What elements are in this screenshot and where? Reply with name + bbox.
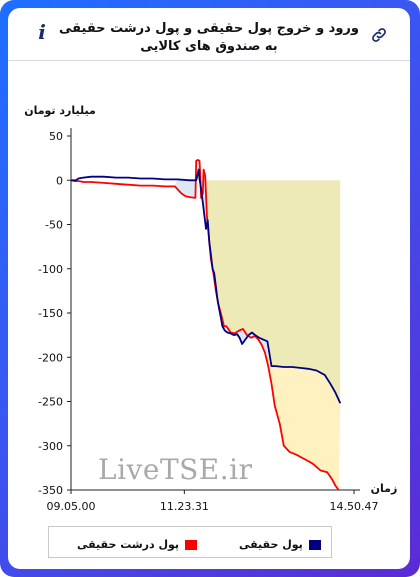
y-tick-label: 50 [49,130,63,143]
y-tick-label: -100 [38,263,63,276]
chart-area: 50 0 -50 -100 -150 -200 -250 -300 -350 09.05.00 11… [24,104,398,513]
chart-legend: پول درشت حقیقی پول حقیقی [48,526,332,558]
legend-swatch-navy [308,539,321,550]
legend-label-real: پول حقیقی [239,538,303,551]
legend-swatch-red [185,539,198,550]
x-tick-label: 11.23.31 [160,500,209,513]
legend-item-real[interactable]: پول حقیقی [239,534,321,551]
x-tick-label: 14.50.47 [330,500,379,513]
x-tick-label: 09.05.00 [47,500,96,513]
y-axis-label: میلیارد تومان [24,104,96,117]
y-tick-label: 0 [56,174,63,187]
y-tick-label: -300 [38,440,63,453]
series-line-real-money [71,168,342,404]
link-icon[interactable] [370,26,388,44]
legend-item-big-real[interactable]: پول درشت حقیقی [77,534,198,551]
chart-title: ورود و خروج پول حقیقی و پول درشت حقیقی ب… [59,21,359,54]
y-tick-label: -200 [38,351,63,364]
y-tick-label: -150 [38,307,63,320]
watermark: LiveTSE.ir [98,453,253,486]
area-fill-above [197,169,341,404]
y-tick-label: -250 [38,396,63,409]
chart-card: i ورود و خروج پول حقیقی و پول درشت حقیقی… [8,8,410,569]
area-fill-lower [267,341,341,490]
x-axis-label: زمان [371,482,398,495]
legend-label-big-real: پول درشت حقیقی [77,538,180,551]
card-header: i ورود و خروج پول حقیقی و پول درشت حقیقی… [8,8,410,61]
y-tick-label: -350 [38,484,63,497]
y-tick-label: -50 [45,219,63,232]
info-icon[interactable]: i [38,20,46,44]
